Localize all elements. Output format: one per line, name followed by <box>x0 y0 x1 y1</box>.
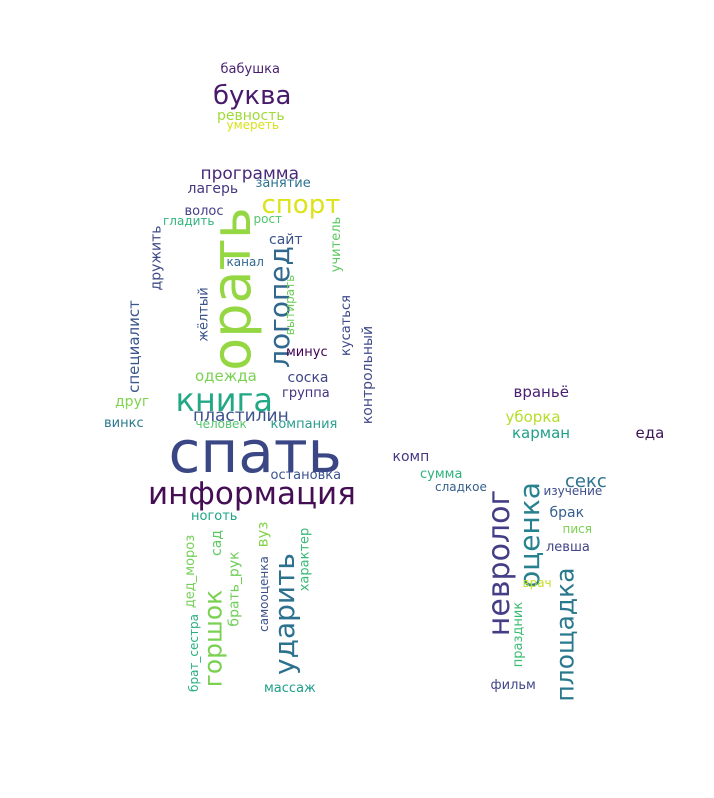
word: комп <box>392 449 430 465</box>
word: орать <box>199 207 263 371</box>
word: секс <box>565 471 607 492</box>
word: книга <box>175 381 273 419</box>
word: горшок <box>198 589 228 687</box>
word: дружить <box>147 225 164 291</box>
word: учитель <box>328 216 344 272</box>
word: еда <box>635 423 665 442</box>
word: брат_сестра <box>186 614 201 692</box>
word: одежда <box>195 366 257 385</box>
word: самооценка <box>256 556 271 632</box>
word: человек <box>195 417 247 431</box>
word: спорт <box>261 190 341 220</box>
word: информация <box>148 475 356 512</box>
word: минус <box>286 344 328 360</box>
word: спать <box>168 418 342 486</box>
word: сладкое <box>435 480 487 494</box>
word: умереть <box>226 118 280 132</box>
word: программа <box>200 163 300 184</box>
word: сад <box>208 530 225 556</box>
word: оценка <box>512 482 546 588</box>
word: фильм <box>490 677 536 693</box>
word: массаж <box>264 680 316 696</box>
word: уборка <box>505 407 561 426</box>
word: бабушка <box>220 61 280 77</box>
word: группа <box>282 385 330 401</box>
word: буква <box>213 81 292 111</box>
word: лагерь <box>187 181 239 197</box>
word: рост <box>253 212 283 226</box>
word: специалист <box>124 299 143 393</box>
word: дед_мороз <box>182 534 198 608</box>
word: гладить <box>163 214 215 228</box>
word: враньё <box>513 382 569 401</box>
word: карман <box>512 423 571 442</box>
word: врач <box>522 576 552 590</box>
word: левша <box>546 539 590 555</box>
word: характер <box>297 527 313 591</box>
word: компания <box>270 416 338 432</box>
word: изучение <box>543 484 603 498</box>
word: канал <box>226 255 264 269</box>
word: контрольный <box>360 325 377 425</box>
word: кусаться <box>338 294 354 356</box>
word: пися <box>562 522 592 536</box>
word: винкс <box>104 415 144 431</box>
word: волос <box>184 203 224 219</box>
word: ударить <box>267 553 301 675</box>
word: площадка <box>550 566 580 702</box>
word: жёлтый <box>196 286 212 342</box>
word: ноготь <box>191 508 238 524</box>
word: занятие <box>255 175 311 191</box>
word: брать_рук <box>226 551 243 627</box>
word: вытирать <box>283 274 298 336</box>
word: сумма <box>420 466 463 482</box>
word: соска <box>287 370 329 386</box>
word: остановка <box>270 467 342 483</box>
word: вуз <box>253 521 272 547</box>
word: ревность <box>217 108 285 124</box>
word: сайт <box>269 232 303 248</box>
word: брак <box>549 505 585 521</box>
word: друг <box>115 394 150 410</box>
word: праздник <box>510 601 526 667</box>
word: пластилин <box>193 405 289 426</box>
